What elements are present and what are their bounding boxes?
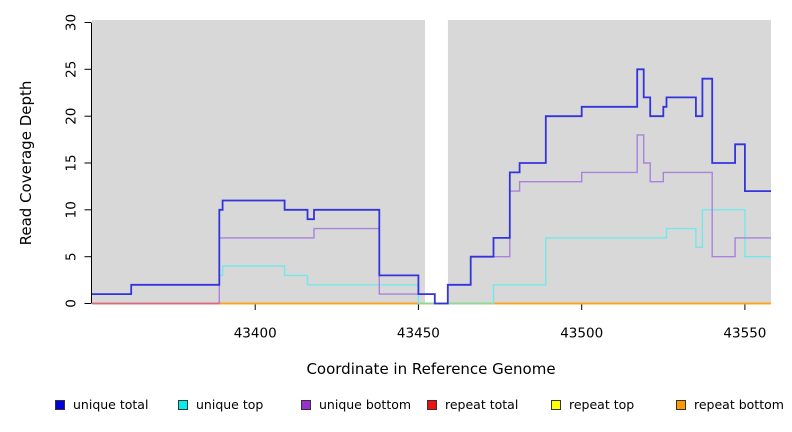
y-tick-label: 5 — [64, 252, 80, 261]
masked-region — [425, 20, 448, 304]
y-tick-label: 25 — [64, 61, 80, 78]
y-axis-title: Read Coverage Depth — [17, 80, 35, 246]
series-line-unique-total — [92, 68, 771, 305]
y-tick-label: 15 — [64, 154, 80, 171]
x-axis-title: Coordinate in Reference Genome — [306, 360, 556, 378]
x-tick-label: 43450 — [397, 326, 440, 342]
y-tick-label: 30 — [64, 14, 80, 31]
y-tick-label: 10 — [64, 201, 80, 218]
y-tick-label: 0 — [64, 299, 80, 308]
x-tick-label: 43500 — [560, 326, 603, 342]
y-tick-label: 20 — [64, 108, 80, 125]
x-tick-label: 43400 — [234, 326, 277, 342]
x-tick-label: 43550 — [723, 326, 766, 342]
